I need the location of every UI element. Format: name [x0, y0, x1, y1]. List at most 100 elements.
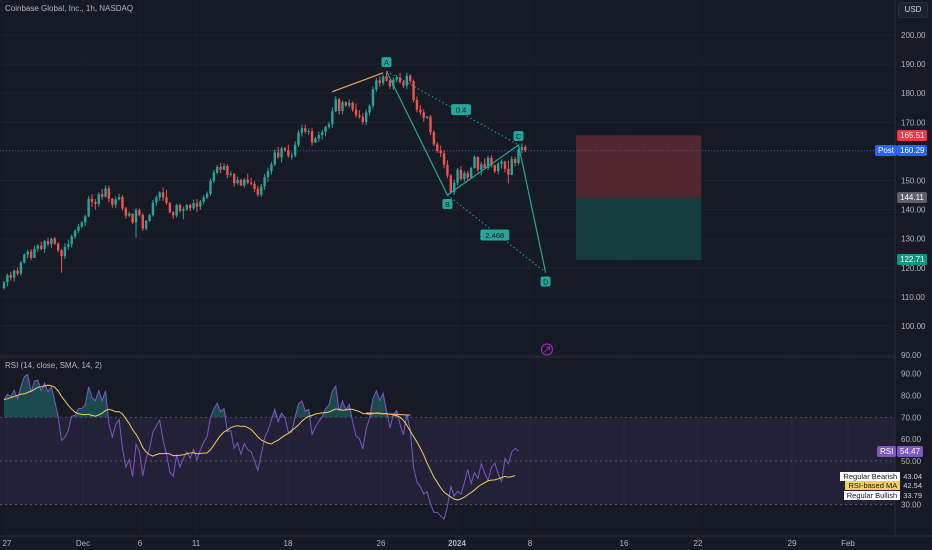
candle-body: [273, 152, 276, 165]
candle-body: [317, 135, 321, 139]
candle-body: [314, 138, 317, 143]
candle-body: [131, 213, 134, 223]
candle-body: [212, 172, 216, 181]
candle-body: [29, 251, 33, 258]
candle-body: [375, 80, 378, 90]
entry-price-tag: 144.11: [897, 192, 927, 204]
candle-body: [155, 197, 158, 203]
candle-body: [73, 230, 77, 237]
rsi-legend-row: RSI-based MA 42.54: [845, 481, 925, 490]
candle-body: [219, 166, 222, 170]
candle-body: [144, 220, 148, 229]
candle-body: [304, 128, 307, 132]
candle-body: [324, 126, 327, 133]
candle-body: [276, 152, 280, 158]
time-tick-label: Dec: [76, 539, 90, 548]
pattern-ratio-badge: [451, 104, 471, 116]
candle-body: [307, 131, 310, 133]
candle-body: [480, 164, 483, 170]
candle-body: [239, 179, 243, 186]
candle-body: [351, 102, 354, 110]
candle-body: [43, 241, 46, 249]
currency-button[interactable]: USD: [898, 2, 928, 18]
rsi-legend-row: Regular Bearish 43.04: [840, 472, 925, 481]
time-tick-label: 6: [138, 539, 143, 548]
candle-body: [280, 148, 283, 158]
candle-body: [378, 80, 381, 84]
candle-body: [23, 254, 26, 263]
candle-body: [100, 194, 104, 197]
candle-body: [436, 144, 439, 151]
candle-body: [6, 275, 9, 283]
time-tick-label: 8: [528, 539, 533, 548]
price-tick-label: 200.00: [901, 31, 926, 40]
candle-body: [395, 77, 398, 80]
rsi-legend-name: RSI-based MA: [845, 481, 901, 490]
rsi-name-tag: RSI: [877, 445, 897, 457]
candle-body: [419, 109, 422, 113]
candle-body: [188, 204, 192, 209]
candle-body: [287, 150, 290, 156]
rsi-tick-label: 80.00: [901, 391, 922, 400]
candle-body: [16, 270, 19, 274]
candle-body: [422, 112, 425, 118]
candle-body: [507, 168, 510, 175]
rsi-tick-label: 30.00: [901, 501, 922, 510]
candle-body: [493, 165, 497, 172]
candle-body: [178, 204, 182, 211]
candle-body: [199, 201, 202, 207]
candle-body: [117, 197, 121, 200]
candle-body: [175, 204, 178, 216]
rsi-value-tag: 54.47: [897, 445, 924, 457]
rsi-tick-label: 70.00: [901, 413, 922, 422]
price-candles: [2, 71, 527, 290]
candle-body: [341, 102, 344, 111]
price-tick-label: 180.00: [901, 89, 926, 98]
candle-body: [385, 76, 388, 81]
price-tick-label: 140.00: [901, 206, 926, 215]
replay-icon-ring: [540, 343, 554, 356]
stop-price-tag: 165.51: [897, 129, 928, 141]
replay-icon: [540, 343, 554, 356]
rsi-legend-name: Regular Bullish: [843, 491, 901, 500]
candle-body: [114, 199, 117, 205]
candle-body: [331, 111, 334, 125]
candle-body: [158, 192, 161, 198]
candle-body: [310, 131, 314, 143]
candle-body: [463, 173, 466, 180]
price-divergence-line: [332, 72, 384, 93]
candle-body: [402, 82, 405, 86]
candle-body: [497, 163, 500, 172]
candle-body: [520, 147, 524, 150]
candle-body: [185, 204, 188, 210]
candle-body: [517, 149, 520, 164]
pattern-point-badge: [381, 57, 392, 68]
candle-body: [226, 165, 229, 175]
time-tick-label: 18: [284, 539, 293, 548]
candle-body: [442, 153, 446, 165]
time-tick-label: 22: [694, 539, 703, 548]
candle-body: [513, 158, 517, 164]
time-tick-label: 26: [377, 539, 386, 548]
pattern-point-label: B: [445, 202, 450, 209]
time-tick-label: 16: [620, 539, 629, 548]
candle-body: [337, 99, 341, 111]
rsi-legend-row: Regular Bullish 33.79: [843, 491, 925, 500]
rsi-divergence-line: [366, 412, 411, 416]
candle-body: [63, 246, 67, 257]
candle-body: [84, 216, 87, 223]
candle-body: [26, 251, 29, 255]
candle-body: [104, 188, 107, 197]
candle-body: [50, 238, 53, 245]
candle-body: [476, 156, 480, 170]
candle-body: [327, 124, 331, 127]
candle-body: [56, 243, 60, 251]
rsi-tick-label: 60.00: [901, 435, 922, 444]
candle-body: [192, 203, 195, 209]
candle-body: [429, 116, 432, 133]
candle-body: [9, 275, 12, 278]
chart-title: Coinbase Global, Inc., 1h, NASDAQ: [5, 4, 134, 13]
pattern-ratio-label: 2.468: [485, 231, 504, 240]
candle-body: [80, 222, 84, 227]
